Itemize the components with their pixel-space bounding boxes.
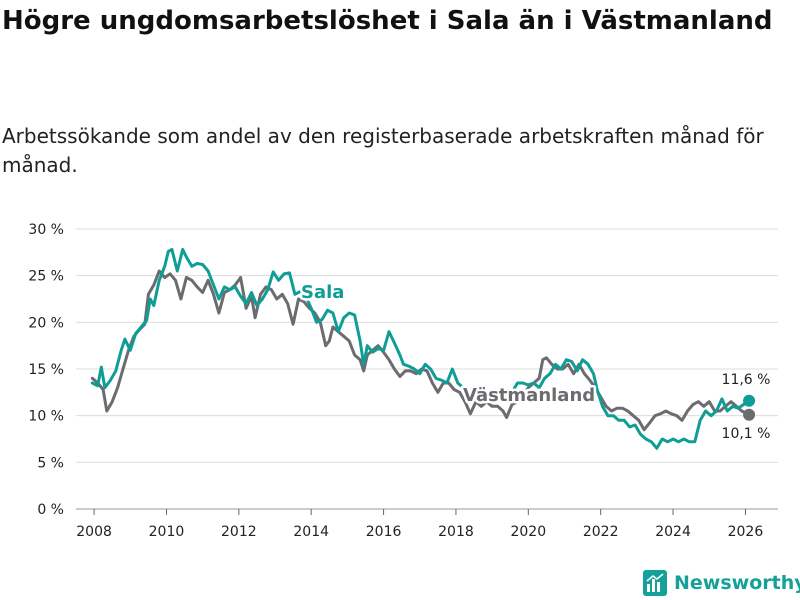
y-tick-label: 15 % [28,362,64,378]
x-tick-label: 2010 [149,524,185,540]
series-line-sala [90,248,751,450]
newsworthy-logo: Newsworthy [643,570,800,596]
series-label-sala: Sala [301,282,344,303]
y-tick-label: 5 % [37,455,64,471]
series-labels: Sala Västmanland 11,6 % 10,1 % [299,280,771,443]
end-value-label-vastmanland: 10,1 % [722,426,771,442]
y-tick-label: 20 % [28,315,64,331]
x-tick-label: 2014 [293,524,329,540]
x-tick-label: 2018 [438,524,474,540]
x-tick-label: 2026 [728,524,764,540]
series-line-vastmanland [90,269,751,432]
x-tick-label: 2022 [583,524,619,540]
x-tick-label: 2012 [221,524,257,540]
chart-title: Högre ungdomsarbetslöshet i Sala än i Vä… [2,6,773,36]
x-tick-label: 2008 [76,524,112,540]
end-value-label-sala: 11,6 % [722,372,771,388]
brand-name: Newsworthy [674,572,800,594]
series-label-vastmanland: Västmanland [463,385,595,406]
series-endpoint-vastmanland [743,408,756,421]
x-tick-label: 2024 [655,524,691,540]
x-tick-label: 2016 [366,524,402,540]
series-endpoint-sala [743,394,756,407]
newsworthy-logo-icon [643,570,667,596]
chart-subtitle: Arbetssökande som andel av den registerb… [2,124,764,177]
x-tick-label: 2020 [510,524,546,540]
y-tick-label: 30 % [28,222,64,238]
gridlines: 0 % 5 % 10 % 15 % 20 % 25 % 30 % 2008 2010 2012 20… [28,222,778,540]
y-tick-label: 25 % [28,269,64,285]
y-tick-label: 0 % [37,502,64,518]
y-tick-label: 10 % [28,409,64,425]
series-lines [90,248,756,450]
